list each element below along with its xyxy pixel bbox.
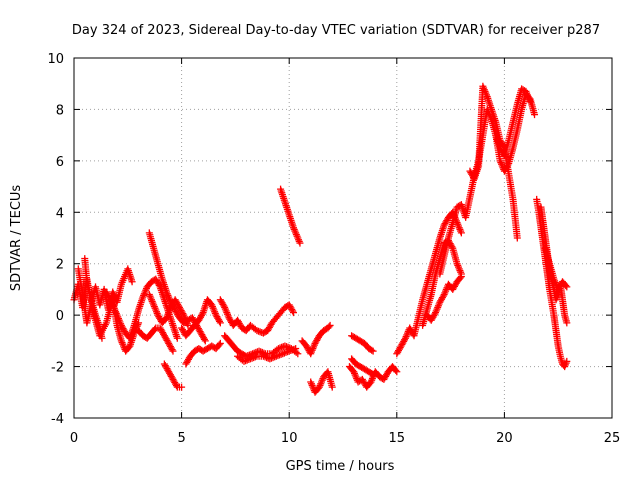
y-tick-label: 6	[56, 155, 64, 170]
series-track-5	[135, 324, 177, 355]
series-track-8	[160, 360, 186, 391]
data-point	[201, 337, 209, 345]
data-point	[200, 335, 208, 343]
data-point	[368, 346, 376, 354]
x-axis-label: GPS time / hours	[286, 459, 395, 474]
data-point	[325, 323, 333, 331]
series-track-3	[81, 255, 106, 342]
data-point	[369, 370, 377, 378]
series-track-12	[221, 332, 302, 360]
y-tick-label: 8	[56, 103, 64, 118]
x-tick-label: 25	[604, 431, 621, 446]
data-point	[155, 281, 163, 289]
series-track-7	[145, 291, 192, 329]
series-track-13	[234, 345, 300, 365]
data-point	[178, 383, 186, 391]
data-point	[172, 382, 180, 390]
series-track-28	[541, 244, 571, 293]
data-point	[368, 369, 376, 377]
x-tick-label: 20	[496, 431, 513, 446]
series-track-15	[298, 321, 334, 358]
y-tick-label: -2	[51, 361, 64, 376]
series-track-22	[423, 273, 465, 324]
data-point	[563, 357, 571, 365]
series-track-11	[216, 296, 298, 337]
x-tick-label: 10	[281, 431, 298, 446]
series-track-27	[537, 203, 571, 327]
y-tick-label: 4	[56, 206, 64, 221]
series-track-25	[492, 85, 534, 160]
data-point	[326, 321, 334, 329]
plot-frame	[73, 57, 613, 419]
data-point	[448, 243, 456, 251]
data-point	[289, 307, 297, 315]
data-point	[526, 98, 534, 106]
data-point	[563, 283, 571, 291]
y-axis-label: SDTVAR / TECUs	[9, 185, 24, 292]
series-track-9	[178, 296, 224, 340]
data-point	[563, 319, 571, 327]
series-track-14	[277, 185, 304, 247]
data-point	[296, 239, 304, 247]
data-point	[513, 234, 521, 242]
series-track-19	[348, 355, 377, 378]
data-point	[393, 368, 401, 376]
data-point	[292, 345, 300, 353]
series-track-18	[348, 332, 377, 355]
grid-layer	[74, 58, 612, 418]
tick-layer: 0 5 10 15 20 25 -4 -2 0 2 4 6 8 10	[47, 52, 620, 446]
data-point	[151, 325, 159, 333]
data-point	[456, 274, 464, 282]
data-point	[457, 229, 465, 237]
data-point	[198, 310, 206, 318]
data-point	[215, 341, 223, 349]
chart-title: Day 324 of 2023, Sidereal Day-to-day VTE…	[72, 23, 600, 38]
series-track-16	[307, 368, 336, 396]
series-track-10	[182, 339, 224, 368]
series-track-4	[102, 275, 181, 342]
data-point	[128, 278, 136, 286]
data-point	[290, 309, 298, 317]
data-point	[369, 347, 377, 355]
y-tick-label: 2	[56, 258, 64, 273]
x-tick-label: 15	[389, 431, 406, 446]
data-point	[401, 336, 409, 344]
data-point	[562, 282, 570, 290]
data-point	[215, 317, 223, 325]
data-point	[169, 347, 177, 355]
data-point	[184, 321, 192, 329]
y-tick-label: 10	[47, 52, 64, 67]
data-point	[179, 310, 187, 318]
x-tick-label: 0	[70, 431, 78, 446]
data-point	[173, 334, 181, 342]
data-point	[98, 334, 106, 342]
data-point	[216, 319, 224, 327]
data-point	[439, 292, 447, 300]
series-track-21	[419, 237, 465, 329]
data-point	[431, 310, 439, 318]
data-point	[457, 273, 465, 281]
data-point	[328, 383, 336, 391]
data-layer	[70, 82, 571, 396]
data-point	[220, 302, 228, 310]
y-tick-label: -4	[51, 412, 64, 427]
data-point	[294, 350, 302, 358]
data-point	[168, 346, 176, 354]
data-point	[531, 111, 539, 119]
x-tick-label: 5	[177, 431, 185, 446]
data-point	[392, 366, 400, 374]
y-tick-label: 0	[56, 309, 64, 324]
data-point	[216, 339, 224, 347]
